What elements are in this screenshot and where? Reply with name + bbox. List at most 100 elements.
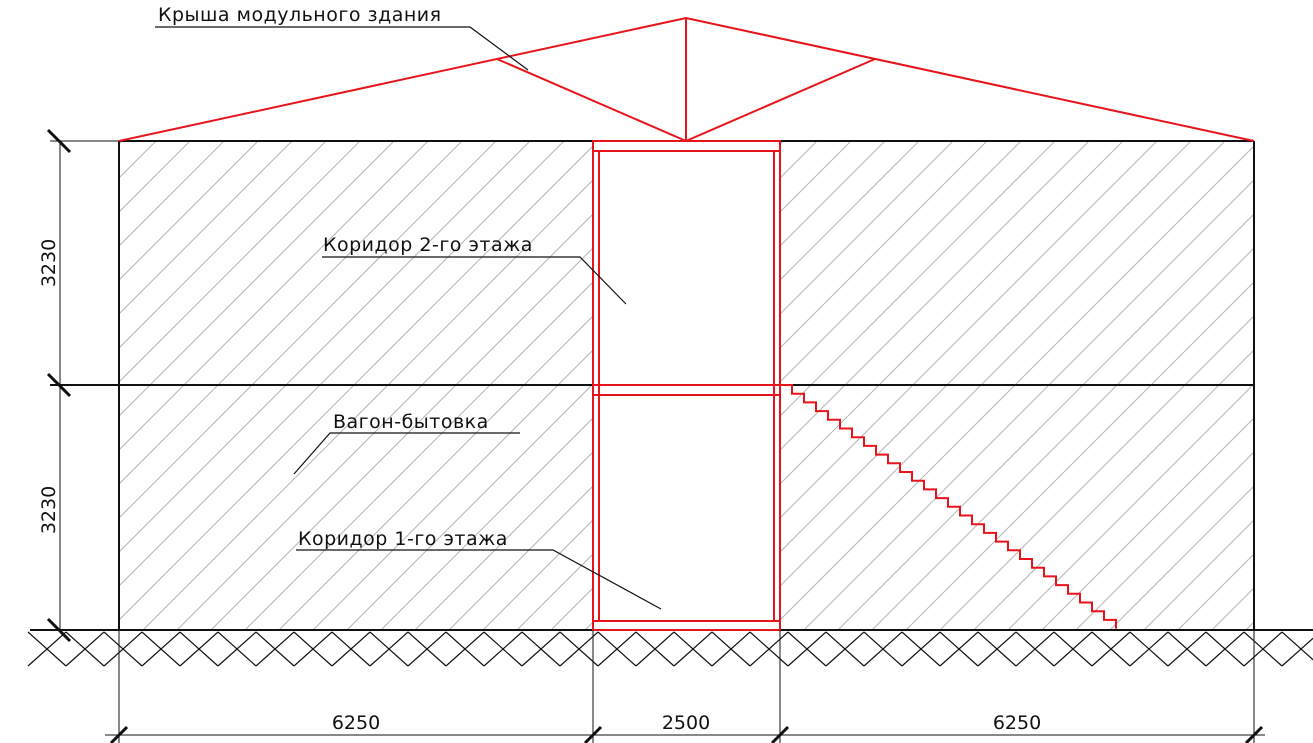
hatch-line: [0, 130, 99, 630]
ground: [27, 629, 1313, 667]
hatch-line: [905, 281, 1254, 630]
hatch-line: [278, 315, 593, 630]
hatch-line: [414, 451, 593, 630]
hatch-line: [210, 247, 593, 630]
ground-hatch-line: [255, 631, 295, 667]
corridor-frame: [592, 140, 781, 631]
ground-hatch-line: [103, 631, 143, 667]
hatch-line: [780, 141, 1124, 485]
ground-hatch-line: [217, 631, 257, 667]
hatch-line: [1280, 130, 1313, 630]
ground-hatch-line: [1205, 631, 1245, 667]
hatch-line: [119, 141, 531, 553]
hatch-line: [780, 141, 1158, 519]
hatch-line: [119, 141, 463, 485]
hatch-line: [939, 315, 1254, 630]
ground-hatch-line: [1167, 631, 1207, 667]
hatch-line: [780, 141, 852, 213]
roof-truss: [118, 16, 1255, 142]
hatch-line: [1211, 587, 1254, 630]
corridor-2-label: Коридор 2-го этажа: [323, 234, 533, 256]
hatch-line: [780, 141, 1226, 587]
hatch-line: [780, 141, 1056, 417]
ground-hatch-line: [1091, 631, 1131, 667]
ground-hatch-line: [1281, 637, 1313, 667]
ground-hatch-line: [483, 631, 523, 667]
hatch-line: [1075, 451, 1254, 630]
hatch-line: [448, 485, 593, 630]
ground-hatching: [27, 631, 1313, 667]
hatch-line: [1041, 417, 1254, 630]
ground-hatch-line: [445, 631, 485, 667]
hatch-line: [119, 141, 565, 587]
height-upper-dimension: 3230: [38, 239, 60, 287]
ground-hatch-line: [711, 631, 751, 667]
staircase: [780, 384, 1117, 629]
dimension-ticks: [46, 128, 1264, 743]
hatch-line: [550, 587, 593, 630]
ground-hatch-line: [1053, 631, 1093, 667]
ground-hatch-line: [825, 631, 865, 667]
ground-hatch-line: [901, 631, 941, 667]
hatch-line: [837, 213, 1254, 630]
ground-hatch-line: [1015, 631, 1055, 667]
hatch-line: [780, 141, 886, 247]
roof-label: Крыша модульного здания: [158, 4, 442, 26]
hatch-line: [584, 621, 593, 630]
hatch-line: [780, 145, 1254, 621]
hatch-line: [119, 141, 259, 281]
ground-hatch-line: [939, 631, 979, 667]
hatch-line: [312, 349, 593, 630]
hatch-line: [1007, 383, 1254, 630]
ground-hatch-line: [597, 631, 637, 667]
ground-hatch-line: [27, 631, 67, 667]
hatch-line: [780, 141, 1022, 383]
height-lower-dimension: 3230: [38, 486, 60, 534]
ground-hatch-line: [407, 631, 447, 667]
hatch-line: [176, 213, 593, 630]
hatch-line: [260, 130, 760, 630]
ground-hatch-line: [635, 631, 675, 667]
leader-lines: [155, 26, 662, 610]
width-right-dimension: 6250: [993, 712, 1041, 734]
hatch-line: [119, 141, 395, 417]
hatch-line: [780, 141, 1090, 451]
cabin-leader: [293, 432, 520, 475]
hatch-line: [780, 141, 988, 349]
corridor-1-leader: [296, 549, 662, 610]
hatch-line: [1143, 519, 1254, 630]
hatch-line: [1177, 553, 1254, 630]
hatch-line: [1245, 621, 1254, 630]
hatch-line: [780, 141, 920, 281]
hatch-line: [119, 145, 593, 621]
ground-hatch-line: [787, 631, 827, 667]
hatch-line: [119, 141, 361, 383]
ground-hatch-line: [331, 631, 371, 667]
hatch-line: [1109, 485, 1254, 630]
hatch-line: [780, 141, 1192, 553]
ground-hatch-line: [863, 631, 903, 667]
ground-hatch-line: [1281, 631, 1313, 661]
ground-hatch-line: [521, 631, 561, 667]
ground-hatch-line: [749, 631, 789, 667]
ground-hatch-line: [1243, 631, 1283, 667]
hatch-line: [346, 383, 593, 630]
hatch-line: [619, 130, 1119, 630]
ground-hatch-line: [369, 631, 409, 667]
hatch-line: [871, 247, 1254, 630]
ground-hatch-line: [559, 631, 599, 667]
hatch-line: [119, 141, 429, 451]
hatch-line: [119, 141, 123, 145]
hatch-line: [380, 417, 593, 630]
ground-hatch-line: [179, 631, 219, 667]
hatch-line: [482, 519, 593, 630]
hatch-line: [780, 141, 954, 315]
hatch-line: [780, 141, 818, 179]
hatch-line: [142, 179, 593, 630]
ground-hatch-line: [293, 631, 333, 667]
hatch-line: [780, 141, 784, 145]
left-cabin-hatching: [0, 130, 1119, 630]
hatch-line: [244, 281, 593, 630]
corridor-1-label: Коридор 1-го этажа: [298, 528, 508, 550]
